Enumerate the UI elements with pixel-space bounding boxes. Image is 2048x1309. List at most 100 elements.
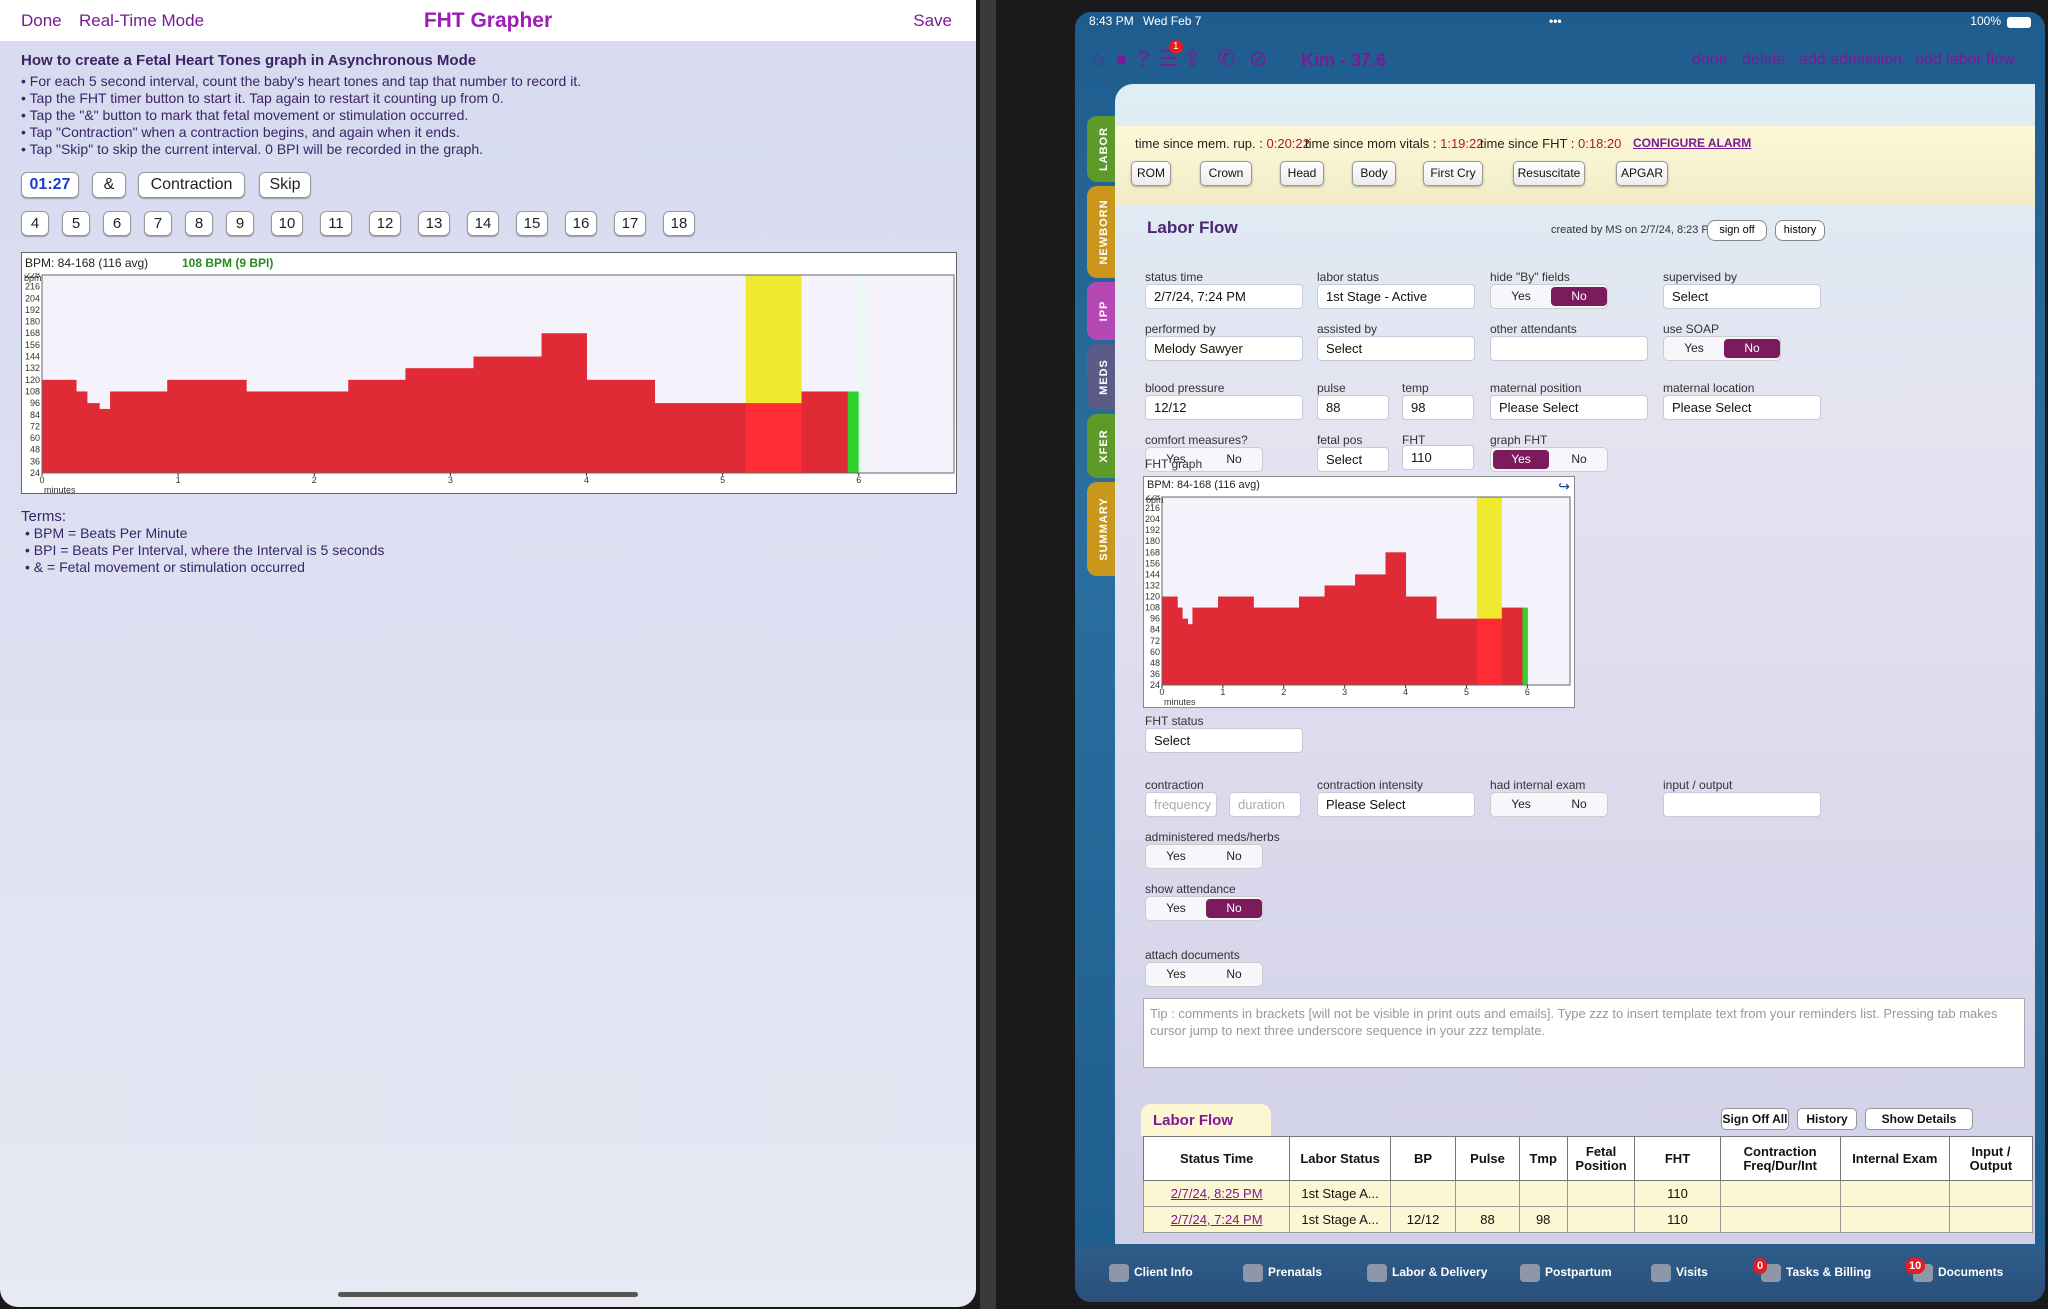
hide-by-toggle-yes[interactable]: Yes bbox=[1511, 289, 1531, 303]
attach-toggle-yes[interactable]: Yes bbox=[1166, 967, 1186, 981]
table-header[interactable]: Input / Output bbox=[1948, 1136, 2034, 1181]
maternal-position-select[interactable]: Please Select bbox=[1490, 395, 1648, 420]
bpi-button-15[interactable]: 15 bbox=[516, 211, 548, 236]
real-time-mode-button[interactable]: Real-Time Mode bbox=[79, 11, 205, 30]
head-button[interactable]: Head bbox=[1280, 161, 1324, 186]
tab-prenatals[interactable]: Prenatals bbox=[1243, 1264, 1322, 1282]
table-header[interactable]: Internal Exam bbox=[1839, 1136, 1950, 1181]
share-graph-icon[interactable]: ↪ bbox=[1558, 478, 1570, 494]
history-button[interactable]: history bbox=[1775, 220, 1825, 241]
split-view-divider[interactable] bbox=[980, 0, 1064, 1309]
table-header[interactable]: FHT bbox=[1634, 1136, 1721, 1181]
duration-field[interactable]: duration bbox=[1229, 792, 1301, 817]
soap-toggle-no[interactable]: No bbox=[1724, 339, 1780, 358]
bpi-button-8[interactable]: 8 bbox=[185, 211, 213, 236]
fetal-pos-select[interactable]: Select bbox=[1317, 447, 1389, 472]
link-icon[interactable]: ⊘ bbox=[1249, 46, 1268, 71]
attach-toggle-no[interactable]: No bbox=[1226, 967, 1242, 981]
home-icon[interactable]: ⌂ bbox=[1091, 46, 1105, 71]
sign-off-all-button[interactable]: Sign Off All bbox=[1721, 1108, 1789, 1130]
comfort-toggle-yes[interactable]: Yes bbox=[1166, 452, 1186, 466]
graph-fht-toggle-no[interactable]: No bbox=[1571, 452, 1587, 466]
table-header[interactable]: Pulse bbox=[1455, 1136, 1520, 1181]
bpi-button-6[interactable]: 6 bbox=[103, 211, 131, 236]
table-row[interactable]: 2/7/24, 8:25 PM 1st Stage A... 110 bbox=[1142, 1180, 2034, 1207]
bpi-button-18[interactable]: 18 bbox=[663, 211, 695, 236]
bpi-button-5[interactable]: 5 bbox=[62, 211, 90, 236]
table-header[interactable]: BP bbox=[1389, 1136, 1457, 1181]
table-row[interactable]: 2/7/24, 7:24 PM 1st Stage A... 12/12 88 98 11… bbox=[1142, 1206, 2034, 1233]
frequency-field[interactable]: frequency bbox=[1145, 792, 1217, 817]
tasks-icon[interactable]: ☰ 1 bbox=[1159, 40, 1183, 72]
tab-client-info[interactable]: Client Info bbox=[1109, 1264, 1193, 1282]
table-header[interactable]: Fetal Position bbox=[1566, 1136, 1636, 1181]
skip-button[interactable]: Skip bbox=[259, 172, 311, 198]
body-button[interactable]: Body bbox=[1352, 161, 1396, 186]
done-link[interactable]: done bbox=[1692, 51, 1728, 68]
crown-button[interactable]: Crown bbox=[1200, 161, 1252, 186]
add-labor-flow-link[interactable]: add labor flow bbox=[1915, 51, 2015, 68]
other-attendants-field[interactable] bbox=[1490, 336, 1648, 361]
comfort-toggle-no[interactable]: No bbox=[1226, 452, 1242, 466]
configure-alarm-link[interactable]: CONFIGURE ALARM bbox=[1633, 136, 1752, 150]
bpi-button-16[interactable]: 16 bbox=[565, 211, 597, 236]
attendance-toggle-no[interactable]: No bbox=[1206, 899, 1262, 918]
save-button[interactable]: Save bbox=[913, 11, 952, 30]
bpi-button-7[interactable]: 7 bbox=[144, 211, 172, 236]
tab-visits[interactable]: Visits bbox=[1651, 1264, 1708, 1282]
fht-timer-button[interactable]: 01:27 bbox=[21, 172, 79, 198]
bpi-button-17[interactable]: 17 bbox=[614, 211, 646, 236]
bpi-button-13[interactable]: 13 bbox=[418, 211, 450, 236]
status-time-field[interactable]: 2/7/24, 7:24 PM bbox=[1145, 284, 1303, 309]
bpi-button-10[interactable]: 10 bbox=[271, 211, 303, 236]
graph-fht-toggle-yes[interactable]: Yes bbox=[1493, 450, 1549, 469]
movement-button[interactable]: & bbox=[92, 172, 126, 198]
labor-status-select[interactable]: 1st Stage - Active bbox=[1317, 284, 1475, 309]
status-time-link[interactable]: 2/7/24, 8:25 PM bbox=[1142, 1180, 1291, 1207]
bpi-button-14[interactable]: 14 bbox=[467, 211, 499, 236]
supervised-select[interactable]: Select bbox=[1663, 284, 1821, 309]
assisted-select[interactable]: Select bbox=[1317, 336, 1475, 361]
first-cry-button[interactable]: First Cry bbox=[1423, 161, 1483, 186]
apgar-button[interactable]: APGAR bbox=[1616, 161, 1668, 186]
performed-select[interactable]: Melody Sawyer bbox=[1145, 336, 1303, 361]
meds-toggle-yes[interactable]: Yes bbox=[1166, 849, 1186, 863]
tab-postpartum[interactable]: Postpartum bbox=[1520, 1264, 1612, 1282]
help-icon[interactable]: ? bbox=[1137, 46, 1150, 71]
tab-documents[interactable]: 10 Documents bbox=[1905, 1258, 2003, 1282]
rom-button[interactable]: ROM bbox=[1131, 161, 1171, 186]
add-admission-link[interactable]: add admission bbox=[1799, 51, 1903, 68]
maternal-location-select[interactable]: Please Select bbox=[1663, 395, 1821, 420]
meds-toggle-no[interactable]: No bbox=[1226, 849, 1242, 863]
share-icon[interactable]: ⇪ bbox=[1183, 46, 1202, 71]
fht-status-select[interactable]: Select bbox=[1145, 728, 1303, 753]
history-list-button[interactable]: History bbox=[1797, 1108, 1857, 1130]
bpi-button-11[interactable]: 11 bbox=[320, 211, 352, 236]
soap-toggle-yes[interactable]: Yes bbox=[1684, 341, 1704, 355]
table-header[interactable]: Contraction Freq/Dur/Int bbox=[1719, 1136, 1841, 1181]
status-time-link[interactable]: 2/7/24, 7:24 PM bbox=[1142, 1206, 1291, 1233]
table-header[interactable]: Status Time bbox=[1142, 1136, 1291, 1181]
fht-field[interactable]: 110 bbox=[1402, 445, 1474, 470]
input-output-field[interactable] bbox=[1663, 792, 1821, 817]
temp-field[interactable]: 98 bbox=[1402, 395, 1474, 420]
table-header[interactable]: Labor Status bbox=[1289, 1136, 1391, 1181]
tab-labor-delivery[interactable]: Labor & Delivery bbox=[1367, 1264, 1487, 1282]
hide-by-toggle-no[interactable]: No bbox=[1551, 287, 1607, 306]
done-button[interactable]: Done bbox=[21, 11, 62, 30]
bpi-button-12[interactable]: 12 bbox=[369, 211, 401, 236]
intensity-select[interactable]: Please Select bbox=[1317, 792, 1475, 817]
internal-exam-toggle-no[interactable]: No bbox=[1571, 797, 1587, 811]
bpi-button-9[interactable]: 9 bbox=[226, 211, 254, 236]
table-header[interactable]: Tmp bbox=[1518, 1136, 1568, 1181]
comments-field[interactable]: Tip : comments in brackets [will not be … bbox=[1143, 998, 2025, 1068]
multitask-dots[interactable]: ••• bbox=[1549, 14, 1562, 28]
bpi-button-4[interactable]: 4 bbox=[21, 211, 49, 236]
sign-off-button[interactable]: sign off bbox=[1707, 220, 1767, 241]
tab-tasks-billing[interactable]: 0 Tasks & Billing bbox=[1753, 1258, 1871, 1282]
pulse-field[interactable]: 88 bbox=[1317, 395, 1389, 420]
contraction-button[interactable]: Contraction bbox=[138, 172, 245, 198]
show-details-button[interactable]: Show Details bbox=[1865, 1108, 1973, 1130]
chat-icon[interactable]: ● bbox=[1115, 46, 1129, 71]
internal-exam-toggle-yes[interactable]: Yes bbox=[1511, 797, 1531, 811]
